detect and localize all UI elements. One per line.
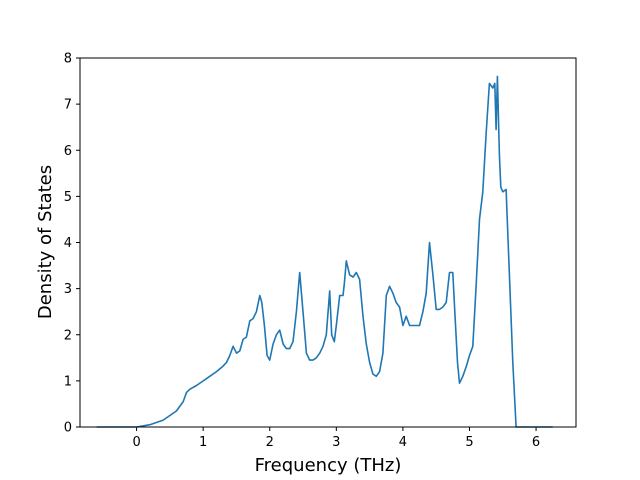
y-tick-label: 5 bbox=[64, 190, 72, 205]
x-tick-label: 5 bbox=[465, 435, 473, 450]
x-tick-label: 1 bbox=[199, 435, 207, 450]
y-tick-label: 3 bbox=[64, 282, 72, 297]
x-tick-label: 0 bbox=[132, 435, 140, 450]
dos-series-line bbox=[96, 75, 553, 428]
y-axis-label: Density of States bbox=[35, 165, 56, 319]
x-axis-label: Frequency (THz) bbox=[255, 455, 402, 476]
x-tick-label: 3 bbox=[332, 435, 340, 450]
y-tick-label: 4 bbox=[64, 236, 72, 251]
x-tick-label: 2 bbox=[266, 435, 274, 450]
x-tick-label: 6 bbox=[532, 435, 540, 450]
y-tick-label: 1 bbox=[64, 374, 72, 389]
axis-ticks: 0 1 2 3 4 5 6 0 1 2 3 4 5 6 7 8 bbox=[64, 52, 540, 451]
y-tick-label: 2 bbox=[64, 328, 72, 343]
plot-frame bbox=[79, 57, 577, 428]
y-tick-label: 8 bbox=[64, 52, 72, 67]
y-tick-label: 0 bbox=[64, 421, 72, 436]
y-tick-label: 6 bbox=[64, 144, 72, 159]
plot-background bbox=[80, 58, 576, 427]
y-tick-label: 7 bbox=[64, 98, 72, 113]
x-tick-label: 4 bbox=[399, 435, 407, 450]
